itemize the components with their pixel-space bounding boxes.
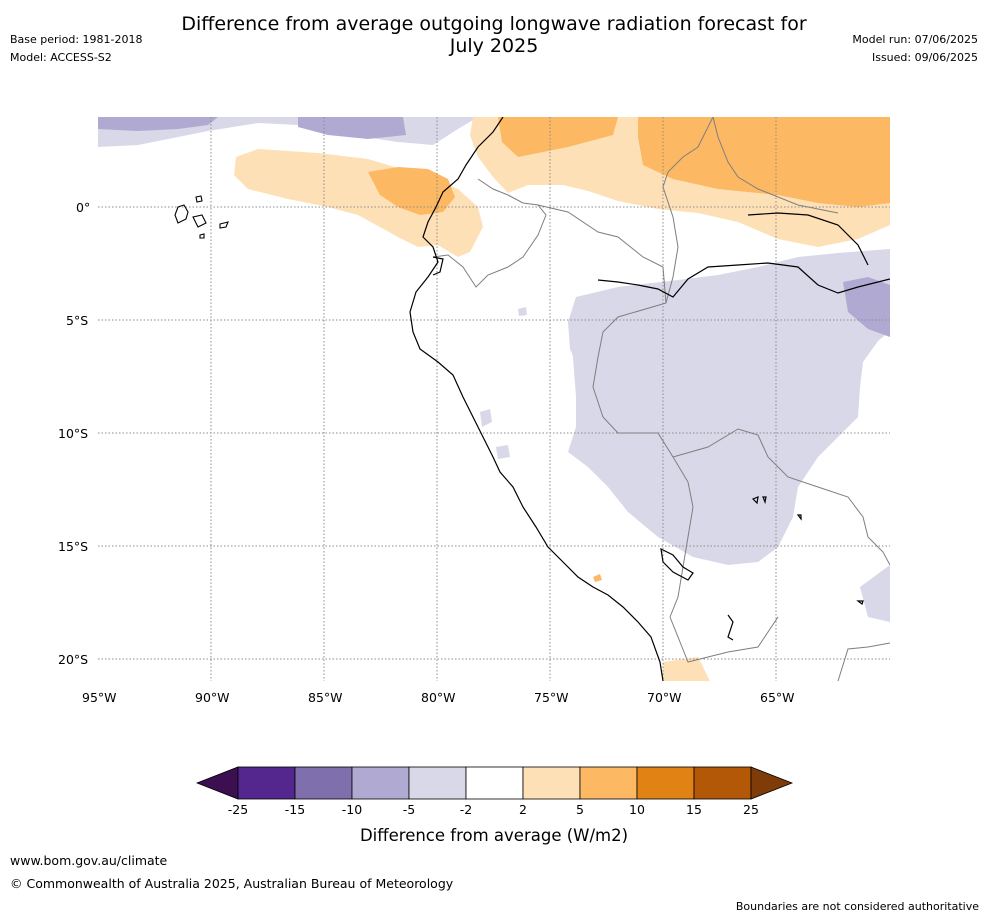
colorbar-bin-2 [294, 766, 353, 800]
lat-label-15s: 15°S [58, 539, 89, 554]
country-borders [432, 116, 891, 682]
lake-small-4 [856, 600, 864, 605]
colorbar-bin-9 [693, 766, 752, 800]
colorbar-tick: -25 [227, 802, 249, 817]
island-isabela [174, 204, 189, 224]
amazon-river [597, 262, 891, 298]
anomaly-region-neg-east [843, 277, 890, 337]
anomaly-region-pos-north-strong [498, 117, 890, 207]
border-venezuela [712, 116, 839, 214]
colorbar-tick: -10 [341, 802, 363, 817]
coastline-pacific [409, 116, 664, 682]
website-link[interactable]: www.bom.gov.au/climate [10, 853, 168, 868]
anomaly-speck-2 [496, 445, 510, 459]
colorbar-bin-5 [465, 766, 524, 800]
lake-south [727, 614, 734, 641]
colorbar-tick: 10 [629, 802, 645, 817]
lake-small-1 [751, 496, 759, 505]
lon-label-95w: 95°W [82, 690, 117, 705]
map-title: Difference from average outgoing longwav… [0, 13, 988, 57]
island-north [195, 195, 203, 203]
anomaly-fields [98, 117, 890, 681]
boundary-disclaimer: Boundaries are not considered authoritat… [735, 900, 979, 913]
border-peru-brazil [592, 302, 694, 618]
colorbar [196, 766, 794, 800]
colorbar-tick: -2 [459, 802, 473, 817]
map-panel [98, 116, 891, 682]
colorbar-label: Difference from average (W/m2) [359, 826, 629, 845]
lon-label-80w: 80°W [421, 690, 456, 705]
colorbar-bin-3 [351, 766, 410, 800]
colorbar-bin-8 [636, 766, 695, 800]
anomaly-region-neg-amazon-west [568, 313, 618, 367]
coastlines [409, 116, 891, 682]
colorbar-bin-4 [408, 766, 467, 800]
lon-label-75w: 75°W [534, 690, 569, 705]
map-canvas [98, 116, 891, 682]
colorbar-tick: 2 [519, 802, 527, 817]
border-bolivia-south [669, 616, 779, 663]
colorbar-tick: -5 [402, 802, 416, 817]
lon-label-85w: 85°W [308, 690, 343, 705]
colorbar-tick: 25 [743, 802, 759, 817]
model-name: Model: ACCESS-S2 [10, 51, 112, 64]
colorbar-bin-1 [237, 766, 296, 800]
lon-label-70w: 70°W [647, 690, 682, 705]
island-santa-cruz [192, 214, 207, 228]
colorbar-tick: 15 [686, 802, 702, 817]
lon-label-90w: 90°W [195, 690, 230, 705]
lat-label-5s: 5°S [66, 313, 89, 328]
anomaly-region-neg-amazon [568, 249, 890, 565]
lake-small-3 [796, 514, 802, 521]
coastline-guayaquil-gulf [432, 256, 444, 276]
colorbar-bin-6 [522, 766, 581, 800]
border-colombia-brazil [662, 116, 714, 304]
graticule [98, 117, 890, 681]
anomaly-region-neg-southeast [860, 565, 890, 622]
anomaly-speck-1 [480, 409, 492, 427]
lake-titicaca [660, 547, 694, 581]
lat-label-20s: 20°S [58, 652, 89, 667]
island-east [219, 221, 229, 229]
anomaly-region-neg-nw-strong [98, 117, 406, 139]
galapagos-islands [174, 195, 229, 239]
title-line-1: Difference from average outgoing longwav… [181, 13, 807, 35]
border-colombia-peru [537, 204, 667, 304]
river-north [747, 212, 869, 266]
border-brazil-bolivia [672, 428, 891, 566]
anomaly-region-pos-south [663, 657, 710, 681]
lat-label-0: 0° [76, 200, 91, 215]
border-ecuador-peru [432, 178, 547, 288]
colorbar-arrow-low [196, 766, 239, 800]
colorbar-bin-7 [579, 766, 638, 800]
island-south [199, 233, 205, 239]
base-period: Base period: 1981-2018 [10, 33, 143, 46]
lon-label-65w: 65°W [760, 690, 795, 705]
colorbar-arrow-high [750, 766, 794, 800]
anomaly-speck-4 [593, 574, 602, 582]
lake-small-2 [762, 496, 767, 505]
model-run: Model run: 07/06/2025 [852, 33, 978, 46]
colorbar-tick: -15 [284, 802, 306, 817]
issued-date: Issued: 09/06/2025 [871, 51, 978, 64]
colorbar-tick: 5 [576, 802, 584, 817]
title-line-2: July 2025 [449, 35, 539, 57]
anomaly-region-pos-ecuador-strong [368, 167, 455, 215]
copyright-notice: © Commonwealth of Australia 2025, Austra… [10, 876, 454, 891]
border-argentina [837, 642, 891, 682]
lat-label-10s: 10°S [58, 426, 89, 441]
anomaly-speck-3 [518, 307, 527, 316]
